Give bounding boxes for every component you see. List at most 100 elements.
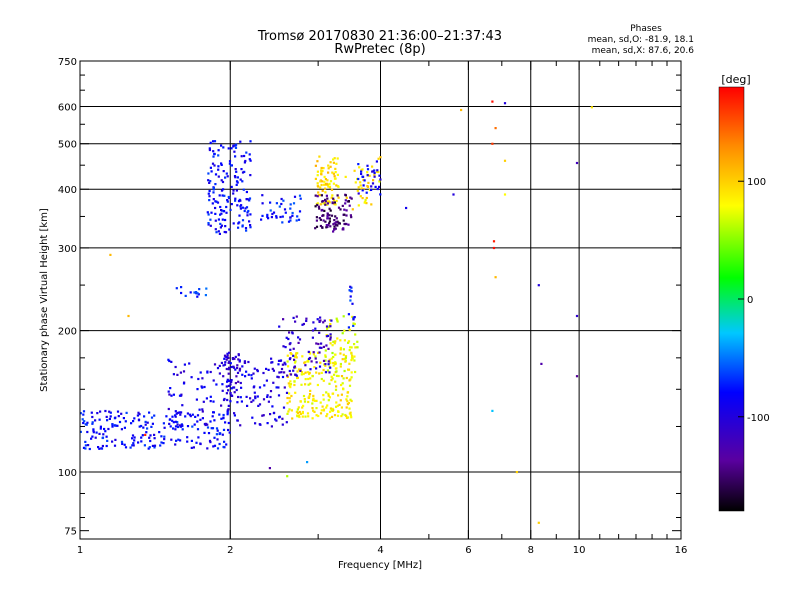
data-point: [270, 216, 273, 219]
data-point: [137, 418, 141, 421]
data-point: [301, 406, 304, 409]
data-point: [247, 209, 250, 213]
data-point: [208, 147, 211, 150]
data-point: [131, 434, 135, 437]
data-point: [283, 208, 287, 211]
data-point: [220, 189, 224, 192]
data-point: [352, 324, 355, 327]
data-point: [331, 351, 334, 355]
data-point: [288, 384, 291, 387]
data-point: [452, 193, 455, 196]
data-point: [207, 222, 210, 225]
data-point: [102, 433, 105, 436]
data-point: [226, 380, 229, 383]
data-point: [298, 338, 302, 341]
data-point: [215, 200, 218, 203]
data-point: [227, 389, 230, 392]
data-point: [344, 356, 347, 359]
data-point: [180, 286, 183, 289]
data-point: [298, 410, 301, 414]
data-point: [203, 431, 206, 434]
data-point: [329, 333, 332, 336]
data-point: [84, 440, 87, 443]
data-point: [350, 416, 353, 419]
data-point: [228, 366, 231, 369]
data-point: [289, 203, 292, 206]
data-point: [299, 400, 302, 403]
data-point: [347, 341, 350, 344]
data-point: [177, 438, 180, 441]
data-point: [216, 367, 220, 370]
data-point: [278, 415, 281, 418]
data-point: [360, 170, 363, 173]
data-point: [228, 351, 231, 354]
data-point: [225, 211, 228, 214]
data-point: [186, 425, 190, 428]
data-point: [176, 423, 179, 426]
data-point: [212, 445, 215, 448]
data-point: [127, 314, 130, 318]
data-point: [297, 341, 300, 344]
data-point: [347, 401, 350, 405]
data-point: [169, 418, 172, 421]
data-point: [307, 377, 310, 381]
data-point: [325, 194, 328, 197]
data-point: [286, 396, 289, 400]
data-point: [311, 417, 314, 420]
data-point: [116, 410, 120, 413]
data-point: [168, 393, 171, 396]
data-point: [249, 224, 252, 227]
data-point: [370, 188, 373, 191]
data-point: [343, 339, 346, 342]
data-point: [249, 397, 252, 400]
data-point: [324, 200, 327, 203]
y-tick-label: 600: [58, 103, 77, 114]
data-point: [212, 379, 215, 382]
data-point: [306, 461, 309, 464]
data-point: [515, 471, 518, 474]
data-point: [180, 411, 183, 414]
data-point: [278, 205, 281, 208]
data-point: [168, 359, 171, 363]
data-point: [304, 364, 307, 367]
data-point: [325, 182, 328, 185]
data-point: [263, 384, 266, 387]
data-point: [83, 420, 86, 423]
data-point: [188, 362, 191, 365]
colorbar-tick-label: -100: [747, 413, 770, 424]
data-point: [326, 404, 329, 407]
data-point: [327, 392, 330, 395]
data-point: [196, 428, 200, 431]
data-point: [268, 467, 271, 470]
data-point: [118, 420, 122, 424]
data-point: [80, 412, 82, 415]
data-point: [329, 410, 332, 413]
data-point: [221, 209, 224, 212]
data-point: [294, 354, 297, 357]
data-point: [220, 162, 223, 165]
data-point: [325, 325, 329, 328]
data-point: [132, 444, 135, 447]
data-point: [285, 421, 288, 424]
x-tick-label: 4: [377, 545, 383, 556]
data-point: [318, 372, 321, 375]
data-point: [284, 363, 287, 366]
data-point: [331, 392, 334, 395]
data-point: [345, 214, 348, 217]
data-point: [503, 102, 507, 105]
data-point: [332, 158, 335, 161]
data-point: [174, 425, 178, 428]
data-point: [109, 411, 112, 414]
data-point: [188, 413, 191, 416]
data-point: [342, 353, 345, 356]
data-point: [340, 393, 343, 396]
data-point: [353, 343, 356, 346]
data-point: [335, 223, 338, 226]
data-point: [223, 357, 226, 360]
data-point: [216, 447, 220, 450]
data-point: [267, 368, 270, 371]
data-point: [206, 211, 209, 214]
data-point: [319, 316, 322, 319]
data-point: [302, 394, 306, 398]
data-point: [337, 394, 340, 397]
